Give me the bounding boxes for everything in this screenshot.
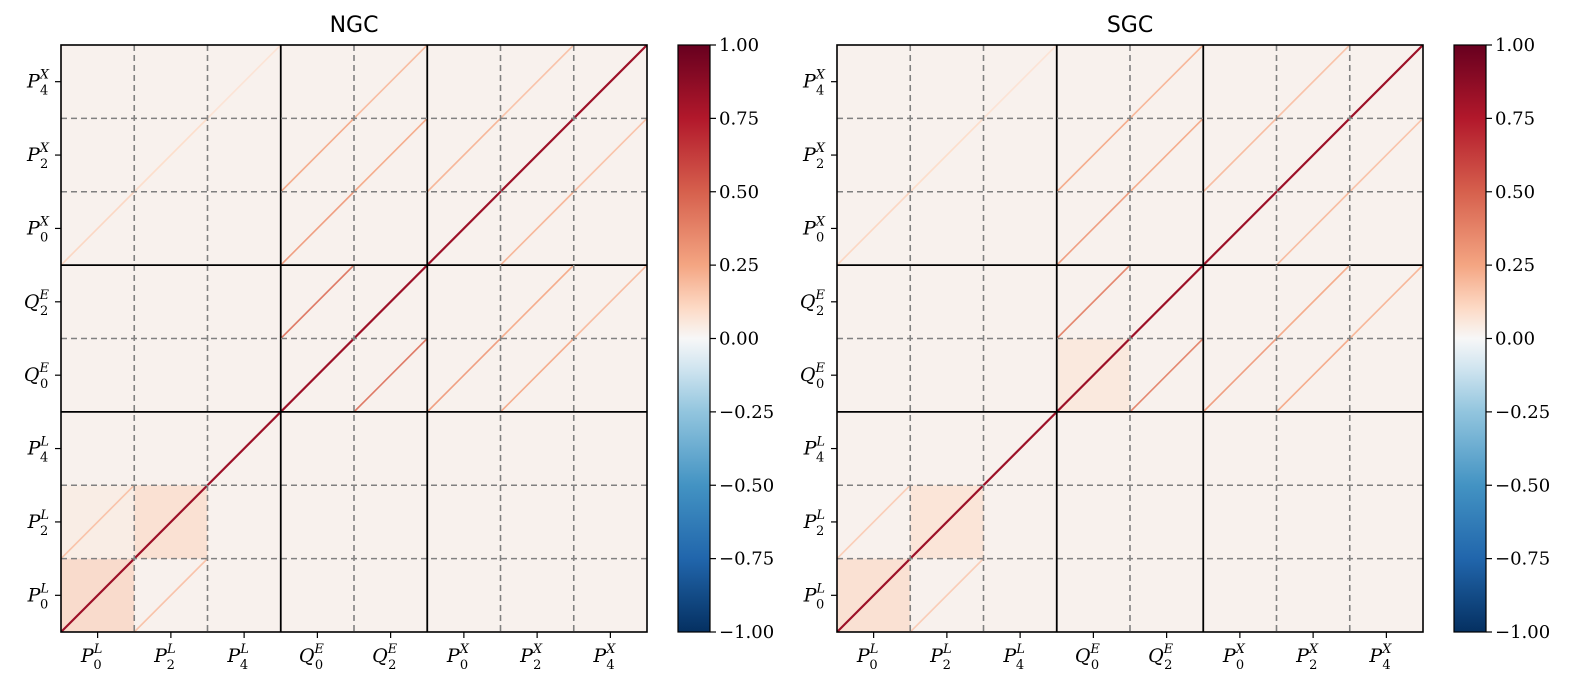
y-tick-label: PL 4 [803,435,825,466]
stripe-Q2E-Q0E [280,264,355,340]
heatmap-frame [836,44,1424,633]
y-tick-label: PX 2 [26,141,50,172]
stripe-P0L-P2L [909,558,985,632]
x-tick-label: PX 4 [592,642,616,673]
stripe-P2X-Q2E [1129,117,1204,193]
colorbar-tick-label: −1.00 [719,622,774,643]
x-tick-label: PL 0 [80,642,102,673]
y-tick-label: QE 0 [24,361,50,392]
stripe-P4X-Q2E [353,45,428,119]
x-tick-label: PX 0 [1222,642,1246,673]
stripe-P0X-P2X [499,191,575,266]
y-tick-label: PL 2 [803,508,825,539]
stripe-P0X-Q0E [1056,191,1131,266]
heatmap-panel-ngc: NGC PL 0 PL 0 PL 2 PL 2 PL 4 PL 4 QE 0 QE 0 QE 2 QE 2 PX 0 PX 0 P… [24,13,774,673]
colorbar-tick-label: 0.50 [719,182,759,203]
x-tick-label: QE 0 [1075,642,1101,673]
colorbar-tick-label: 1.00 [1495,35,1535,56]
y-tick-label: PL 0 [27,581,49,612]
y-tick-label: PL 4 [27,435,49,466]
x-tick-label: PL 4 [1002,642,1024,673]
stripe-P4X-P4L [982,45,1058,119]
y-tick-label: PX 0 [26,214,50,245]
stripe-P0X-P0L [61,191,135,266]
colorbar-tick-label: −0.50 [719,475,774,496]
stripe-Q2E-P4X [573,264,647,340]
y-tick-label: PX 2 [802,141,826,172]
colorbar [1453,44,1487,633]
colorbar-tick-label: 0.75 [1495,108,1535,129]
y-tick-label: PL 0 [803,581,825,612]
stripe-P4X-P4L [206,45,282,119]
stripe-Q0E-Q2E [1129,337,1204,413]
stripe-P0X-Q0E [280,191,355,266]
x-tick-label: QE 0 [299,642,325,673]
y-tick-label: PL 2 [27,508,49,539]
stripe-P2X-Q0E [1056,117,1131,193]
stripe-P4X-Q2E [1129,45,1204,119]
stripe-Q0E-Q2E [353,337,428,413]
x-tick-label: PX 2 [1295,642,1319,673]
stripe-P2X-P0X [426,117,502,193]
y-tick-label: PX 0 [802,214,826,245]
colorbar-tick-label: −0.75 [719,549,774,570]
x-tick-label: PX 0 [446,642,470,673]
stripe-Q2E-P4X [1349,264,1423,340]
stripe-P2L-P0L [837,484,911,560]
x-tick-label: PL 2 [929,642,951,673]
x-tick-label: PX 4 [1368,642,1392,673]
y-tick-label: PX 4 [26,68,50,99]
stripe-P0L-P2L [133,558,209,632]
panel-title: NGC [330,13,379,38]
stripe-Q0E-P2X [1275,337,1351,413]
heatmap-panel-sgc: SGC PL 0 PL 0 PL 2 PL 2 PL 4 PL 4 QE 0 QE 0 QE 2 QE 2 PX 0 PX 0 P… [800,13,1550,673]
stripe-P0X-P2X [1275,191,1351,266]
stripe-P0X-P0L [837,191,911,266]
panel-title: SGC [1107,13,1153,38]
x-tick-label: PL 4 [226,642,248,673]
colorbar-tick-label: 0.00 [719,329,759,350]
stripe-Q2E-P2X [499,264,575,340]
colorbar-tick-label: 0.75 [719,108,759,129]
stripe-P2X-Q0E [280,117,355,193]
colorbar-tick-label: 0.25 [719,255,759,276]
colorbar-tick-label: −0.75 [1495,549,1550,570]
stripe-Q0E-P0X [1202,337,1278,413]
stripe-P2X-P2L [909,117,985,193]
stripe-P4X-P2X [499,45,575,119]
colorbar-tick-label: −0.25 [1495,402,1550,423]
y-tick-label: QE 0 [800,361,826,392]
stripe-P2L-P0L [61,484,135,560]
stripe-P2X-P4X [573,117,647,193]
colorbar-tick-label: 0.00 [1495,329,1535,350]
y-tick-label: PX 4 [802,68,826,99]
colorbar-tick-label: −1.00 [1495,622,1550,643]
x-tick-label: PX 2 [519,642,543,673]
y-tick-label: QE 2 [24,288,50,319]
heatmap-frame [60,44,648,633]
stripe-P2X-P4X [1349,117,1423,193]
stripe-Q0E-P0X [426,337,502,413]
colorbar-tick-label: 1.00 [719,35,759,56]
stripe-Q2E-Q0E [1056,264,1131,340]
colorbar-tick-label: 0.25 [1495,255,1535,276]
colorbar-tick-label: −0.25 [719,402,774,423]
x-tick-label: PL 0 [856,642,878,673]
colorbar [677,44,711,633]
stripe-P4X-P2X [1275,45,1351,119]
stripe-Q0E-P2X [499,337,575,413]
x-tick-label: QE 2 [1148,642,1174,673]
x-tick-label: PL 2 [153,642,175,673]
colorbar-tick-label: 0.50 [1495,182,1535,203]
stripe-P2X-Q2E [353,117,428,193]
x-tick-label: QE 2 [372,642,398,673]
stripe-P2X-P0X [1202,117,1278,193]
colorbar-tick-label: −0.50 [1495,475,1550,496]
y-tick-label: QE 2 [800,288,826,319]
stripe-P2X-P2L [133,117,209,193]
stripe-Q2E-P2X [1275,264,1351,340]
